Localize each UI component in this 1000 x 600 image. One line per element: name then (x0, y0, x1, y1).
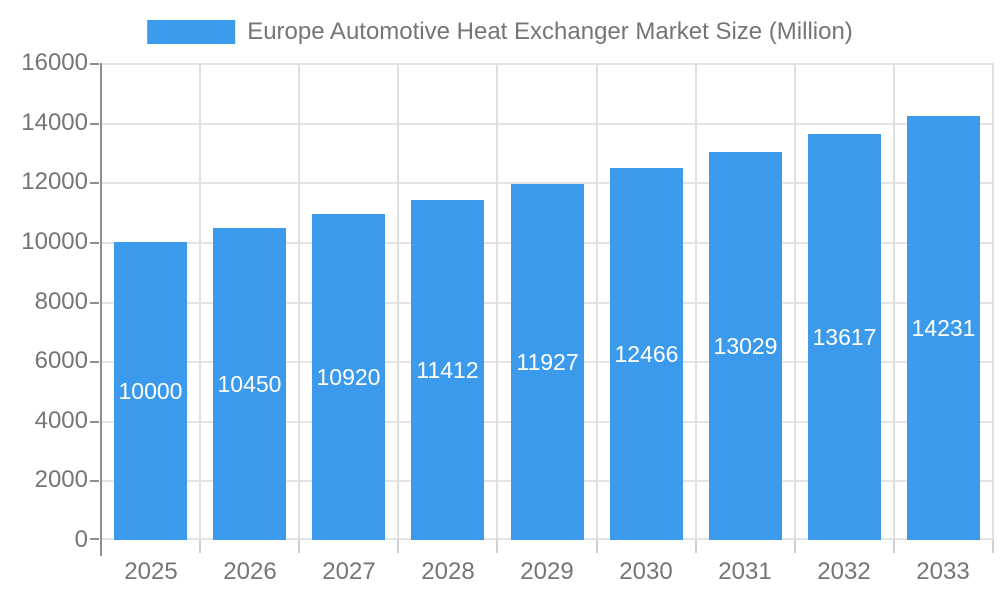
y-axis-tick-4000 (90, 421, 99, 423)
bar-value-label-2026: 10450 (217, 371, 282, 397)
y-axis-line (100, 63, 102, 556)
y-tick-label-14000: 14000 (21, 109, 88, 136)
x-axis-tick-6 (695, 540, 697, 553)
chart-legend-item[interactable]: Europe Automotive Heat Exchanger Market … (147, 18, 853, 46)
x-axis-tick-4 (496, 540, 498, 553)
y-tick-label-12000: 12000 (21, 168, 88, 195)
bar-value-label-2031: 13029 (713, 333, 778, 359)
x-axis-tick-7 (794, 540, 796, 553)
x-axis-tick-3 (397, 540, 399, 553)
bar-value-label-2029: 11927 (516, 349, 579, 375)
y-tick-label-6000: 6000 (34, 347, 88, 374)
y-tick-label-4000: 4000 (34, 407, 88, 434)
x-tick-label-2031: 2031 (718, 558, 772, 585)
x-axis-tick-9 (992, 540, 994, 553)
gridline-vertical-9 (992, 63, 994, 540)
x-tick-label-2027: 2027 (322, 558, 376, 585)
x-tick-label-2033: 2033 (916, 558, 970, 585)
y-tick-label-0: 0 (74, 526, 88, 553)
bar-2029: 11927 (511, 184, 584, 540)
gridline-horizontal-16000 (101, 63, 993, 65)
bar-2032: 13617 (808, 134, 881, 540)
bar-2027: 10920 (312, 214, 385, 540)
y-axis-tick-12000 (90, 182, 99, 184)
gridline-horizontal-14000 (101, 123, 993, 125)
gridline-vertical-3 (397, 63, 399, 540)
bar-2025: 10000 (114, 242, 187, 540)
x-tick-label-2032: 2032 (817, 558, 871, 585)
y-axis-tick-8000 (90, 302, 99, 304)
x-axis-tick-2 (298, 540, 300, 553)
x-axis-tick-1 (199, 540, 201, 553)
gridline-vertical-4 (496, 63, 498, 540)
gridline-vertical-1 (199, 63, 201, 540)
y-tick-label-16000: 16000 (21, 49, 88, 76)
x-tick-label-2025: 2025 (124, 558, 178, 585)
legend-label: Europe Automotive Heat Exchanger Market … (247, 18, 853, 45)
gridline-vertical-2 (298, 63, 300, 540)
bar-value-label-2033: 14231 (911, 315, 976, 341)
plot-area: 10000 10450 10920 11412 11927 12466 13029 13617… (90, 63, 994, 556)
bar-value-label-2030: 12466 (614, 341, 679, 367)
y-axis-tick-2000 (90, 480, 99, 482)
x-axis-tick-5 (596, 540, 598, 553)
y-axis-tick-16000 (90, 63, 99, 65)
y-axis-tick-6000 (90, 361, 99, 363)
bar-value-label-2028: 11412 (416, 357, 479, 383)
y-tick-label-8000: 8000 (34, 288, 88, 315)
x-axis-tick-8 (893, 540, 895, 553)
bar-value-label-2032: 13617 (812, 324, 877, 350)
gridline-vertical-6 (695, 63, 697, 540)
x-tick-label-2028: 2028 (421, 558, 475, 585)
x-tick-label-2026: 2026 (223, 558, 277, 585)
x-tick-label-2030: 2030 (619, 558, 673, 585)
gridline-vertical-5 (596, 63, 598, 540)
x-tick-label-2029: 2029 (520, 558, 574, 585)
bar-value-label-2025: 10000 (118, 378, 183, 404)
y-axis-tick-0 (90, 538, 99, 540)
legend-swatch (147, 20, 236, 44)
gridline-vertical-8 (893, 63, 895, 540)
bar-value-label-2027: 10920 (316, 364, 381, 390)
bar-2031: 13029 (709, 152, 782, 540)
gridline-horizontal-12000 (101, 182, 993, 184)
bar-2028: 11412 (411, 200, 484, 540)
gridline-vertical-7 (794, 63, 796, 540)
y-axis-tick-14000 (90, 123, 99, 125)
bar-2030: 12466 (610, 168, 683, 540)
bar-2033: 14231 (907, 116, 980, 540)
y-tick-label-10000: 10000 (21, 228, 88, 255)
y-tick-label-2000: 2000 (34, 466, 88, 493)
y-axis-tick-10000 (90, 242, 99, 244)
bar-2026: 10450 (213, 228, 286, 540)
